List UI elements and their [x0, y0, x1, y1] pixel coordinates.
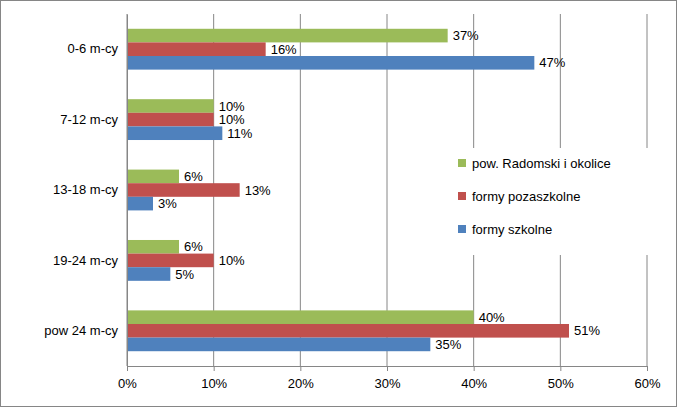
- bar: [127, 56, 534, 70]
- legend: pow. Radomski i okolice formy pozaszkolne…: [452, 148, 652, 255]
- tick-label: 13-18 m-cy: [53, 182, 119, 197]
- tick-mark: [647, 366, 648, 371]
- data-label: 13%: [245, 183, 271, 198]
- grid: [127, 14, 647, 366]
- bar: [127, 310, 474, 324]
- x-axis: 0% 10% 20% 30% 40% 50% 60%: [118, 366, 661, 391]
- data-label: 10%: [219, 253, 245, 268]
- bar: [127, 183, 240, 197]
- legend-swatch: [458, 192, 466, 200]
- data-label: 16%: [271, 42, 297, 57]
- bar: [127, 240, 179, 254]
- bar: [127, 338, 430, 352]
- tick: pow 24 m-cy: [44, 323, 127, 338]
- data-label: 6%: [184, 239, 203, 254]
- legend-label: formy pozaszkolne: [472, 189, 580, 204]
- bar: [127, 324, 569, 338]
- tick: 10%: [201, 366, 227, 391]
- chart: 37%10%6%6%40%16%10%13%10%51%47%11%3%5%35…: [0, 0, 677, 407]
- tick: 20%: [288, 366, 314, 391]
- bar: [127, 113, 214, 127]
- legend-swatch: [458, 159, 466, 167]
- bar: [127, 42, 266, 56]
- data-labels: 37%10%6%6%40%16%10%13%10%51%47%11%3%5%35…: [158, 28, 600, 352]
- legend-background: [452, 148, 652, 255]
- tick-label: 50%: [548, 376, 574, 391]
- data-label: 47%: [539, 55, 565, 70]
- tick-label: 0%: [118, 376, 137, 391]
- bar: [127, 197, 153, 211]
- legend-label: formy szkolne: [472, 222, 552, 237]
- data-label: 6%: [184, 169, 203, 184]
- tick: 13-18 m-cy: [53, 182, 127, 197]
- tick-mark: [214, 366, 215, 371]
- legend-label: pow. Radomski i okolice: [472, 156, 611, 171]
- tick-label: 10%: [201, 376, 227, 391]
- tick-label: 0-6 m-cy: [67, 41, 118, 56]
- tick: 60%: [634, 366, 660, 391]
- axis-line: [128, 367, 648, 372]
- data-label: 5%: [175, 267, 194, 282]
- tick-mark: [560, 366, 561, 371]
- data-label: 51%: [574, 323, 600, 338]
- bar: [127, 126, 222, 140]
- legend-item: pow. Radomski i okolice: [458, 156, 611, 171]
- legend-item: formy pozaszkolne: [458, 189, 580, 204]
- tick-label: pow 24 m-cy: [44, 323, 118, 338]
- bar: [127, 267, 170, 281]
- data-label: 40%: [479, 310, 505, 325]
- tick: 19-24 m-cy: [53, 253, 127, 268]
- legend-swatch: [458, 225, 466, 233]
- bar: [127, 99, 214, 113]
- data-label: 37%: [453, 28, 479, 43]
- tick-label: 60%: [634, 376, 660, 391]
- tick-label: 7-12 m-cy: [60, 112, 118, 127]
- plot: 37%10%6%6%40%16%10%13%10%51%47%11%3%5%35…: [44, 14, 661, 391]
- bar: [127, 170, 179, 184]
- tick-label: 19-24 m-cy: [53, 253, 119, 268]
- tick: 0-6 m-cy: [67, 41, 127, 56]
- tick: 50%: [548, 366, 574, 391]
- tick-label: 20%: [288, 376, 314, 391]
- tick-mark: [127, 366, 128, 371]
- data-label: 3%: [158, 196, 177, 211]
- tick: 0%: [118, 366, 137, 391]
- tick-label: 30%: [374, 376, 400, 391]
- y-axis: 0-6 m-cy 7-12 m-cy 13-18 m-cy 19-24 m-cy pow…: [44, 15, 127, 367]
- tick: 30%: [374, 366, 400, 391]
- legend-item: formy szkolne: [458, 222, 552, 237]
- data-label: 11%: [227, 126, 252, 141]
- tick: 7-12 m-cy: [60, 112, 127, 127]
- tick-label: 40%: [461, 376, 487, 391]
- bar: [127, 29, 448, 43]
- tick-mark: [300, 366, 301, 371]
- data-label: 35%: [435, 337, 461, 352]
- chart-border: [1, 1, 677, 407]
- tick: 40%: [461, 366, 487, 391]
- bar: [127, 254, 214, 268]
- grid-line: [127, 14, 128, 366]
- tick-mark: [387, 366, 388, 371]
- axis-line: [127, 15, 128, 367]
- tick-mark: [474, 366, 475, 371]
